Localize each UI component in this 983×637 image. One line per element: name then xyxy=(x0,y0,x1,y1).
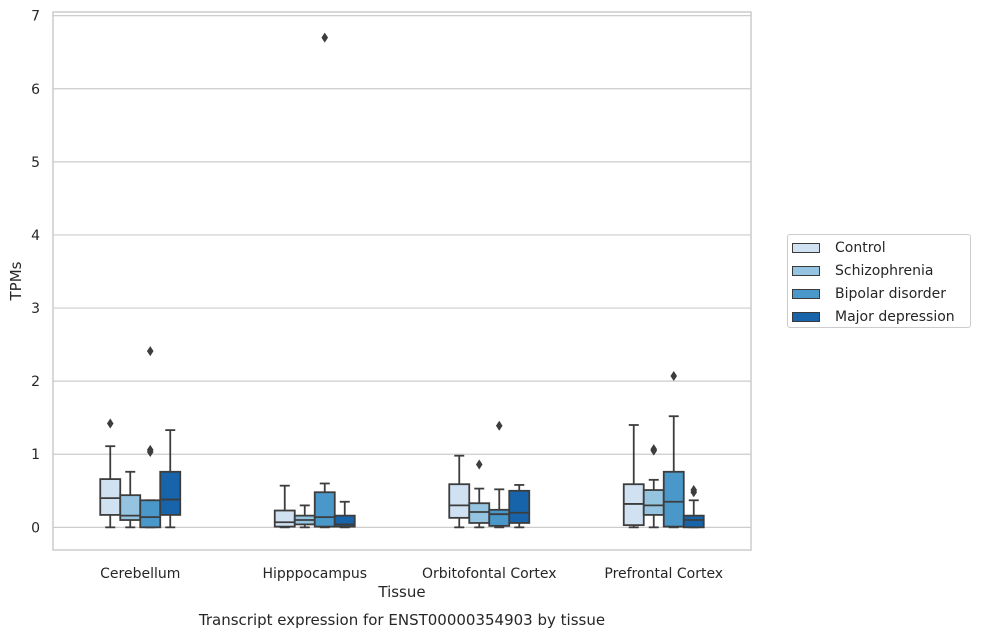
y-tick-label-0: 0 xyxy=(31,520,40,536)
box-body-orbitofontal-cortex-major-depression xyxy=(508,489,531,524)
box-body-prefrontal-cortex-major-depression xyxy=(682,514,705,529)
x-axis-label: Tissue xyxy=(377,583,425,601)
outlier-hipppocampus-bipolar-disorder-0 xyxy=(321,32,329,43)
outlier-cerebellum-bipolar-disorder-1 xyxy=(146,444,154,455)
outlier-cerebellum-control-0 xyxy=(106,418,114,429)
x-tick-label-cerebellum: Cerebellum xyxy=(100,566,180,582)
y-tick-label-5: 5 xyxy=(31,155,40,171)
box-body-hipppocampus-control xyxy=(273,509,296,528)
y-tick-label-4: 4 xyxy=(31,228,40,244)
y-tick-label-2: 2 xyxy=(31,374,40,390)
legend-item-control: Control xyxy=(792,238,886,258)
box-cerebellum-major-depression xyxy=(159,429,182,529)
y-tick-label-1: 1 xyxy=(31,447,40,463)
box-orbitofontal-cortex-major-depression xyxy=(508,484,531,529)
legend-label-bipolar-disorder: Bipolar disorder xyxy=(835,286,947,302)
outlier-cerebellum-bipolar-disorder-2 xyxy=(146,346,154,357)
box-body-orbitofontal-cortex-bipolar-disorder xyxy=(488,508,511,527)
plot-frame xyxy=(52,11,752,551)
legend: Control Schizophrenia Bipolar disorder M… xyxy=(787,234,971,328)
y-tick-label-6: 6 xyxy=(31,82,40,98)
outlier-prefrontal-cortex-major-depression-1 xyxy=(690,485,698,496)
legend-item-bipolar-disorder: Bipolar disorder xyxy=(792,284,946,304)
box-body-cerebellum-control xyxy=(99,478,122,516)
legend-label-schizophrenia: Schizophrenia xyxy=(835,263,934,279)
box-orbitofontal-cortex-control xyxy=(448,454,471,529)
x-tick-label-orbitofontal-cortex: Orbitofontal Cortex xyxy=(422,566,557,582)
legend-label-control: Control xyxy=(835,240,886,256)
legend-item-schizophrenia: Schizophrenia xyxy=(792,261,933,281)
box-prefrontal-cortex-major-depression xyxy=(682,485,705,529)
legend-swatch-schizophrenia xyxy=(792,266,820,276)
box-hipppocampus-bipolar-disorder xyxy=(313,32,336,529)
y-axis-label: TPMs xyxy=(7,261,25,301)
box-prefrontal-cortex-schizophrenia xyxy=(642,444,665,529)
legend-swatch-bipolar-disorder xyxy=(792,289,820,299)
y-tick-label-3: 3 xyxy=(31,301,40,317)
outlier-prefrontal-cortex-bipolar-disorder-0 xyxy=(670,371,678,382)
box-body-orbitofontal-cortex-control xyxy=(448,483,471,519)
x-tick-label-prefrontal-cortex: Prefrontal Cortex xyxy=(604,566,723,582)
box-cerebellum-bipolar-disorder xyxy=(139,346,162,529)
legend-swatch-control xyxy=(792,243,820,253)
outlier-orbitofontal-cortex-schizophrenia-0 xyxy=(475,459,483,470)
plot-area xyxy=(53,12,751,550)
outlier-orbitofontal-cortex-bipolar-disorder-0 xyxy=(495,420,503,431)
legend-label-major-depression: Major depression xyxy=(835,309,955,325)
outlier-prefrontal-cortex-schizophrenia-1 xyxy=(650,444,658,455)
legend-swatch-major-depression xyxy=(792,312,820,322)
legend-item-major-depression: Major depression xyxy=(792,307,955,327)
box-body-prefrontal-cortex-bipolar-disorder xyxy=(662,470,685,528)
box-body-orbitofontal-cortex-schizophrenia xyxy=(468,502,491,524)
box-hipppocampus-major-depression xyxy=(333,500,356,529)
box-body-cerebellum-major-depression xyxy=(159,470,182,516)
box-prefrontal-cortex-control xyxy=(622,424,645,529)
box-body-cerebellum-bipolar-disorder xyxy=(139,499,162,529)
box-body-hipppocampus-major-depression xyxy=(333,514,356,528)
box-body-prefrontal-cortex-schizophrenia xyxy=(642,489,665,516)
box-cerebellum-control xyxy=(99,418,122,529)
x-tick-label-hipppocampus: Hipppocampus xyxy=(262,566,367,582)
box-orbitofontal-cortex-schizophrenia xyxy=(468,459,491,529)
box-prefrontal-cortex-bipolar-disorder xyxy=(662,371,685,529)
y-tick-label-7: 7 xyxy=(31,9,40,25)
chart-title: Transcript expression for ENST0000035490… xyxy=(198,611,605,629)
box-body-hipppocampus-bipolar-disorder xyxy=(313,491,336,528)
